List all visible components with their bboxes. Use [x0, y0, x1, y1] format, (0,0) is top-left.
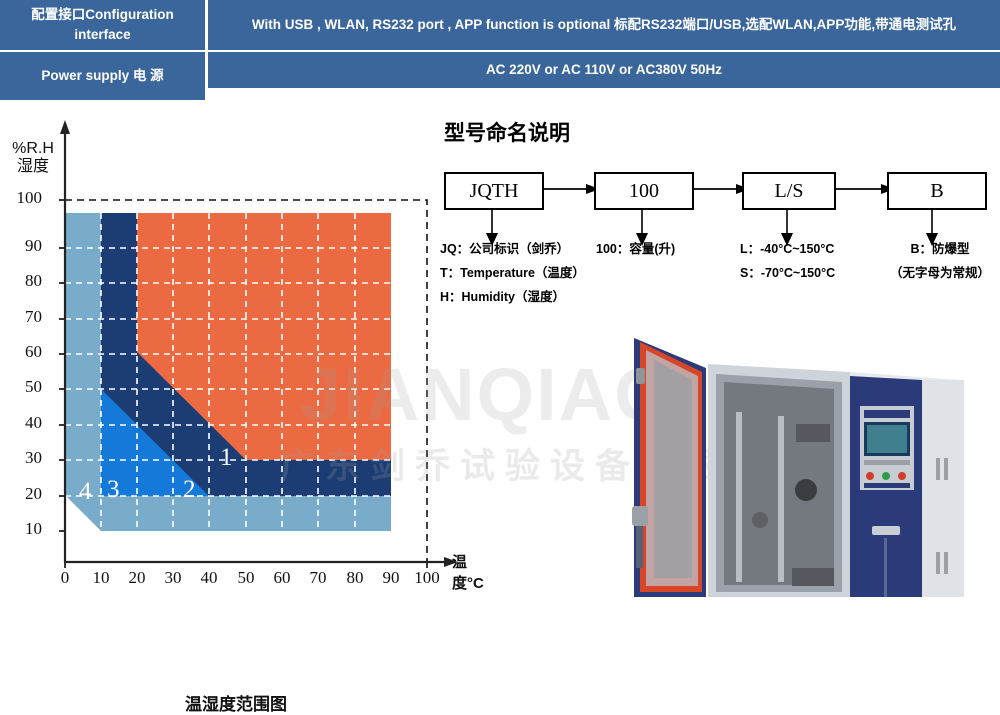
interior-port [752, 512, 768, 528]
chart-gridlines [65, 213, 391, 531]
side-vent [936, 458, 940, 480]
naming-box-series: JQTH [444, 172, 544, 210]
chart-plot-area [59, 120, 458, 568]
door-hinge [636, 368, 645, 384]
door-handle [632, 506, 648, 526]
naming-box-type: B [887, 172, 987, 210]
side-vent [936, 552, 940, 574]
spec-label-power-supply: Power supply 电 源 [0, 52, 205, 100]
y-tick-20: 20 [25, 484, 42, 503]
panel-seam [884, 538, 887, 597]
temperature-humidity-range-chart: %R.H 湿度 [0, 104, 484, 714]
naming-legend-line: T：Temperature（温度） [440, 265, 585, 280]
product-photo [530, 330, 1000, 597]
y-tick-10: 10 [25, 519, 42, 538]
chart-caption: 温湿度范围图 [185, 695, 287, 714]
x-tick-50: 50 [237, 568, 255, 587]
x-tick-40: 40 [200, 568, 218, 587]
chamber-right-edge [922, 380, 964, 597]
chart-y-ticks [59, 199, 65, 532]
chart-region-label-3: 3 [107, 476, 120, 503]
indicator-light-red [898, 472, 906, 480]
door-window-glass [654, 360, 692, 578]
chart-x-ticks [64, 562, 428, 568]
controller-title-bar [864, 410, 910, 418]
controller-display [867, 425, 907, 453]
indicator-light-green [882, 472, 890, 480]
interior-rail [778, 416, 784, 582]
drawer-handle [872, 526, 900, 535]
y-axis-title-line1: %R.H [12, 140, 54, 157]
x-tick-90: 90 [382, 568, 400, 587]
naming-legend-line: B：防爆型 [910, 242, 970, 256]
naming-box-temp-range: L/S [742, 172, 836, 210]
naming-legend-line: 100：容量(升) [596, 242, 676, 256]
arrow-down-icon [781, 233, 793, 246]
arrow-down-icon [636, 233, 648, 246]
specification-table: 配置接口Configuration interface With USB , W… [0, 0, 1000, 100]
x-tick-20: 20 [128, 568, 146, 587]
table-row: 配置接口Configuration interface With USB , W… [0, 0, 1000, 50]
y-tick-40: 40 [25, 413, 42, 432]
chart-x-axis-title: 温度°C [452, 554, 484, 592]
chart-boundary-dashed [65, 199, 428, 562]
table-row: Power supply 电 源 AC 220V or AC 110V or A… [0, 52, 1000, 100]
x-tick-100: 100 [414, 568, 440, 587]
side-vent [944, 458, 948, 480]
arrow-down-icon [926, 233, 938, 246]
interior-rail [736, 412, 742, 582]
interior-port [795, 479, 817, 501]
model-naming-section: 型号命名说明 JQTH 100 L/S B JQ：公司标识（剑乔） T：Temp… [430, 104, 1000, 334]
chart-region-label-2: 2 [183, 476, 196, 503]
chart-region-label-4: 4 [79, 478, 92, 505]
interior-vent [796, 424, 830, 442]
side-vent [944, 552, 948, 574]
naming-legend-temp-range: L：-40°C~150°C S：-70°C~150°C [740, 238, 835, 286]
y-tick-80: 80 [25, 271, 42, 290]
x-tick-60: 60 [273, 568, 291, 587]
y-tick-30: 30 [25, 448, 42, 467]
chart-region-1-orange [137, 213, 391, 460]
x-tick-10: 10 [92, 568, 110, 587]
x-tick-80: 80 [346, 568, 364, 587]
chart-region-3-blue [101, 389, 209, 496]
y-axis-title-line2: 湿度 [16, 158, 49, 176]
spec-label-configuration-interface: 配置接口Configuration interface [0, 0, 205, 50]
controller-label-bar [864, 483, 910, 488]
y-tick-90: 90 [25, 236, 42, 255]
x-tick-30: 30 [164, 568, 182, 587]
y-tick-60: 60 [25, 342, 42, 361]
y-tick-50: 50 [25, 377, 42, 396]
naming-section-title: 型号命名说明 [444, 122, 570, 145]
naming-legend-line: S：-70°C~150°C [740, 265, 836, 280]
chart-region-label-1: 1 [220, 444, 233, 471]
indicator-light-red [866, 472, 874, 480]
naming-box-capacity: 100 [594, 172, 694, 210]
y-tick-70: 70 [25, 307, 42, 326]
y-axis-arrow-icon [60, 120, 70, 134]
naming-legend-line: H：Humidity（湿度） [440, 289, 566, 304]
naming-legend-line: JQ：公司标识（剑乔） [440, 242, 570, 256]
y-tick-100: 100 [16, 188, 43, 207]
naming-legend-capacity: 100：容量(升) [596, 238, 675, 262]
climate-chamber-illustration [632, 338, 964, 597]
naming-legend-series: JQ：公司标识（剑乔） T：Temperature（温度） H：Humidity… [440, 238, 585, 309]
chart-y-axis-title: %R.H 湿度 [8, 140, 58, 177]
arrow-down-icon [486, 233, 498, 246]
x-axis-arrow-icon [444, 557, 458, 567]
spec-value-power-supply: AC 220V or AC 110V or AC380V 50Hz [208, 52, 1000, 88]
x-tick-70: 70 [309, 568, 327, 587]
door-cable [636, 526, 643, 568]
spec-value-configuration-interface: With USB , WLAN, RS232 port , APP functi… [208, 0, 1000, 50]
x-tick-0: 0 [60, 568, 70, 587]
naming-legend-type: B：防爆型 （无字母为常规） [885, 238, 995, 286]
naming-legend-line: （无字母为常规） [889, 265, 990, 280]
naming-legend-line: L：-40°C~150°C [740, 242, 835, 256]
interior-vent [792, 568, 834, 586]
arrow-right-icon [586, 184, 600, 194]
controller-button-row [864, 460, 910, 465]
